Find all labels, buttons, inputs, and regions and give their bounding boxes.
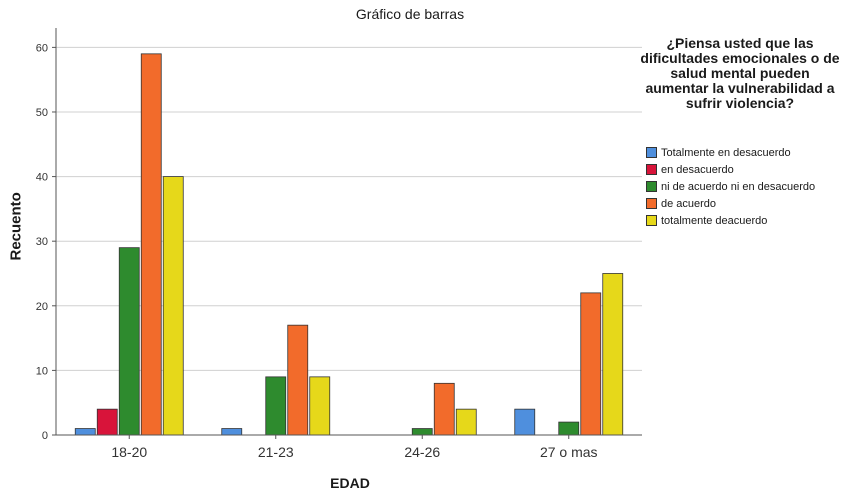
bar — [558, 421, 580, 436]
y-tick-label: 40 — [36, 172, 48, 184]
y-tick-label: 60 — [36, 42, 48, 54]
y-tick-label: 10 — [36, 365, 48, 377]
bar — [433, 382, 455, 436]
legend-item: de acuerdo — [646, 195, 815, 212]
x-axis-label: EDAD — [330, 475, 370, 491]
legend-swatch — [646, 147, 657, 158]
legend-item: Totalmente en desacuerdo — [646, 144, 815, 161]
y-axis-label: Recuento — [7, 192, 25, 261]
legend-label: totalmente deacuerdo — [661, 214, 768, 227]
legend-swatch — [646, 215, 657, 226]
bar — [140, 53, 162, 436]
legend-label: de acuerdo — [661, 197, 717, 210]
x-tick-label: 27 o mas — [540, 444, 598, 460]
bar — [309, 376, 331, 436]
x-tick-label: 24-26 — [404, 444, 440, 460]
x-axis-ticks: 18-20 21-23 24-26 27 o mas — [111, 435, 598, 460]
legend-swatch — [646, 198, 657, 209]
bar — [514, 408, 536, 436]
legend-label: ni de acuerdo ni en desacuerdo — [661, 180, 816, 193]
bars — [74, 53, 624, 436]
y-tick-label: 50 — [36, 107, 48, 119]
bar — [411, 428, 433, 436]
bar — [455, 408, 477, 436]
bar — [221, 428, 243, 436]
x-tick-label: 21-23 — [258, 444, 294, 460]
bar — [287, 324, 309, 436]
bar — [580, 292, 602, 436]
y-axis-ticks: 0 10 20 30 40 50 60 — [36, 42, 56, 442]
y-tick-label: 30 — [36, 236, 48, 248]
legend-label: en desacuerdo — [661, 163, 734, 176]
bar — [96, 408, 118, 436]
legend-item: ni de acuerdo ni en desacuerdo — [646, 178, 815, 195]
legend-item: totalmente deacuerdo — [646, 212, 815, 229]
legend-item: en desacuerdo — [646, 161, 815, 178]
legend-title: ¿Piensa usted que las dificultades emoci… — [640, 35, 840, 111]
bar — [74, 428, 96, 436]
y-tick-label: 20 — [36, 301, 48, 313]
y-tick-label: 0 — [42, 430, 48, 442]
bar — [602, 273, 624, 436]
bar — [162, 176, 184, 436]
legend-swatch — [646, 164, 657, 175]
legend-swatch — [646, 181, 657, 192]
x-tick-label: 18-20 — [111, 444, 147, 460]
legend: Totalmente en desacuerdo en desacuerdo ni … — [646, 144, 815, 229]
bar — [265, 376, 287, 436]
legend-label: Totalmente en desacuerdo — [661, 146, 791, 159]
chart-title: Gráfico de barras — [355, 6, 465, 22]
bar — [118, 247, 140, 436]
